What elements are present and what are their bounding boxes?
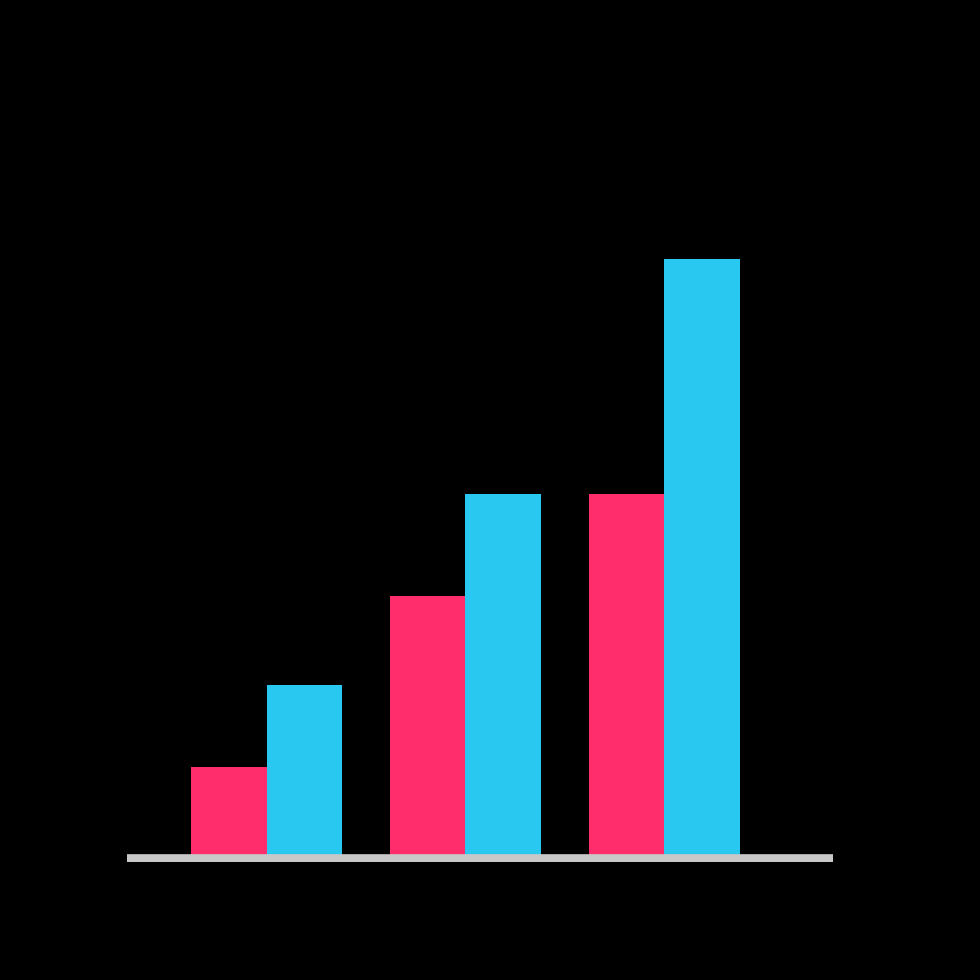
Bar [664, 260, 740, 862]
Bar [589, 494, 664, 862]
Bar [390, 596, 466, 862]
Bar [267, 685, 342, 862]
Bar [191, 767, 267, 862]
Bar [466, 494, 541, 862]
